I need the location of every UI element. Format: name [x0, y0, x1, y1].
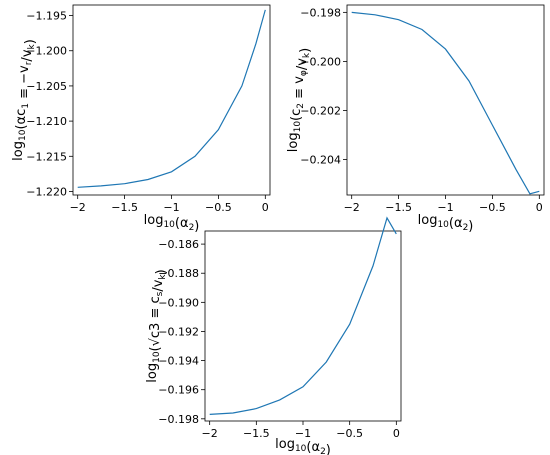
y-tick-label: −0.192 [158, 325, 199, 338]
series-line [209, 216, 397, 415]
subplot-1: −2 −1.5 −1 −0.5 0 −1.220 −1.215 −1.210 −1.205 −1.… [11, 4, 271, 234]
y-tick-label: −0.198 [158, 413, 199, 426]
x-tick-label: 0 [393, 427, 400, 440]
x-axis-label: log10(α2) [418, 213, 474, 234]
y-tick-label: −0.188 [158, 267, 199, 280]
y-axis-label: log10(√c3 ≡ cs/vk) [145, 269, 169, 382]
y-tick-label: −1.220 [26, 185, 67, 198]
y-tick-label: −0.190 [158, 296, 199, 309]
y-tick-label: −1.210 [26, 115, 67, 128]
x-tick-label: −0.5 [336, 427, 363, 440]
x-tick-label: 0 [536, 201, 543, 214]
x-axis-label: log10(α2) [275, 437, 331, 455]
y-axis-label: log10(c2 ≡ vφ/vk) [286, 48, 313, 152]
x-tick-label: −2 [202, 427, 218, 440]
y-tick-label: −0.186 [158, 238, 199, 251]
y-tick-label: −1.195 [26, 10, 67, 23]
y-tick-label: −0.200 [300, 55, 341, 68]
x-tick-label: −1 [437, 201, 453, 214]
plot-frame [204, 230, 402, 422]
y-tick-label: −1.200 [26, 45, 67, 58]
y-axis-label: log10(αc1 ≡ −vr/vk) [11, 39, 38, 161]
y-tick-label: −0.198 [300, 6, 341, 19]
subplot-2: −2 −1.5 −1 −0.5 0−0.198−0.200−0.202−0.204log… [286, 4, 545, 234]
x-tick-label: −1.5 [111, 201, 138, 214]
series-line [351, 11, 540, 195]
x-tick-label: −2 [344, 201, 360, 214]
x-tick-label: −2 [70, 201, 86, 214]
x-tick-label: −1 [163, 201, 179, 214]
y-tick-label: −0.202 [300, 104, 341, 117]
x-tick-label: −0.5 [205, 201, 232, 214]
y-tick-label: −0.194 [158, 355, 199, 368]
x-tick-label: −1.5 [243, 427, 270, 440]
y-tick-label: −0.204 [300, 153, 341, 166]
x-axis-label: log10(α2) [144, 213, 200, 234]
x-tick-label: −1.5 [385, 201, 412, 214]
x-tick-label: 0 [262, 201, 269, 214]
y-tick-label: −0.196 [158, 384, 199, 397]
plot-frame [72, 4, 271, 196]
x-tick-label: −1 [295, 427, 311, 440]
y-tick-label: −1.205 [26, 80, 67, 93]
x-tick-label: −0.5 [479, 201, 506, 214]
subplot-3: −2 −1.5 −1 −0.5 0 −0.186 −0.188 −0.190 −0.192 −0.… [145, 216, 402, 455]
series-line [77, 9, 266, 188]
y-tick-label: −1.215 [26, 150, 67, 163]
